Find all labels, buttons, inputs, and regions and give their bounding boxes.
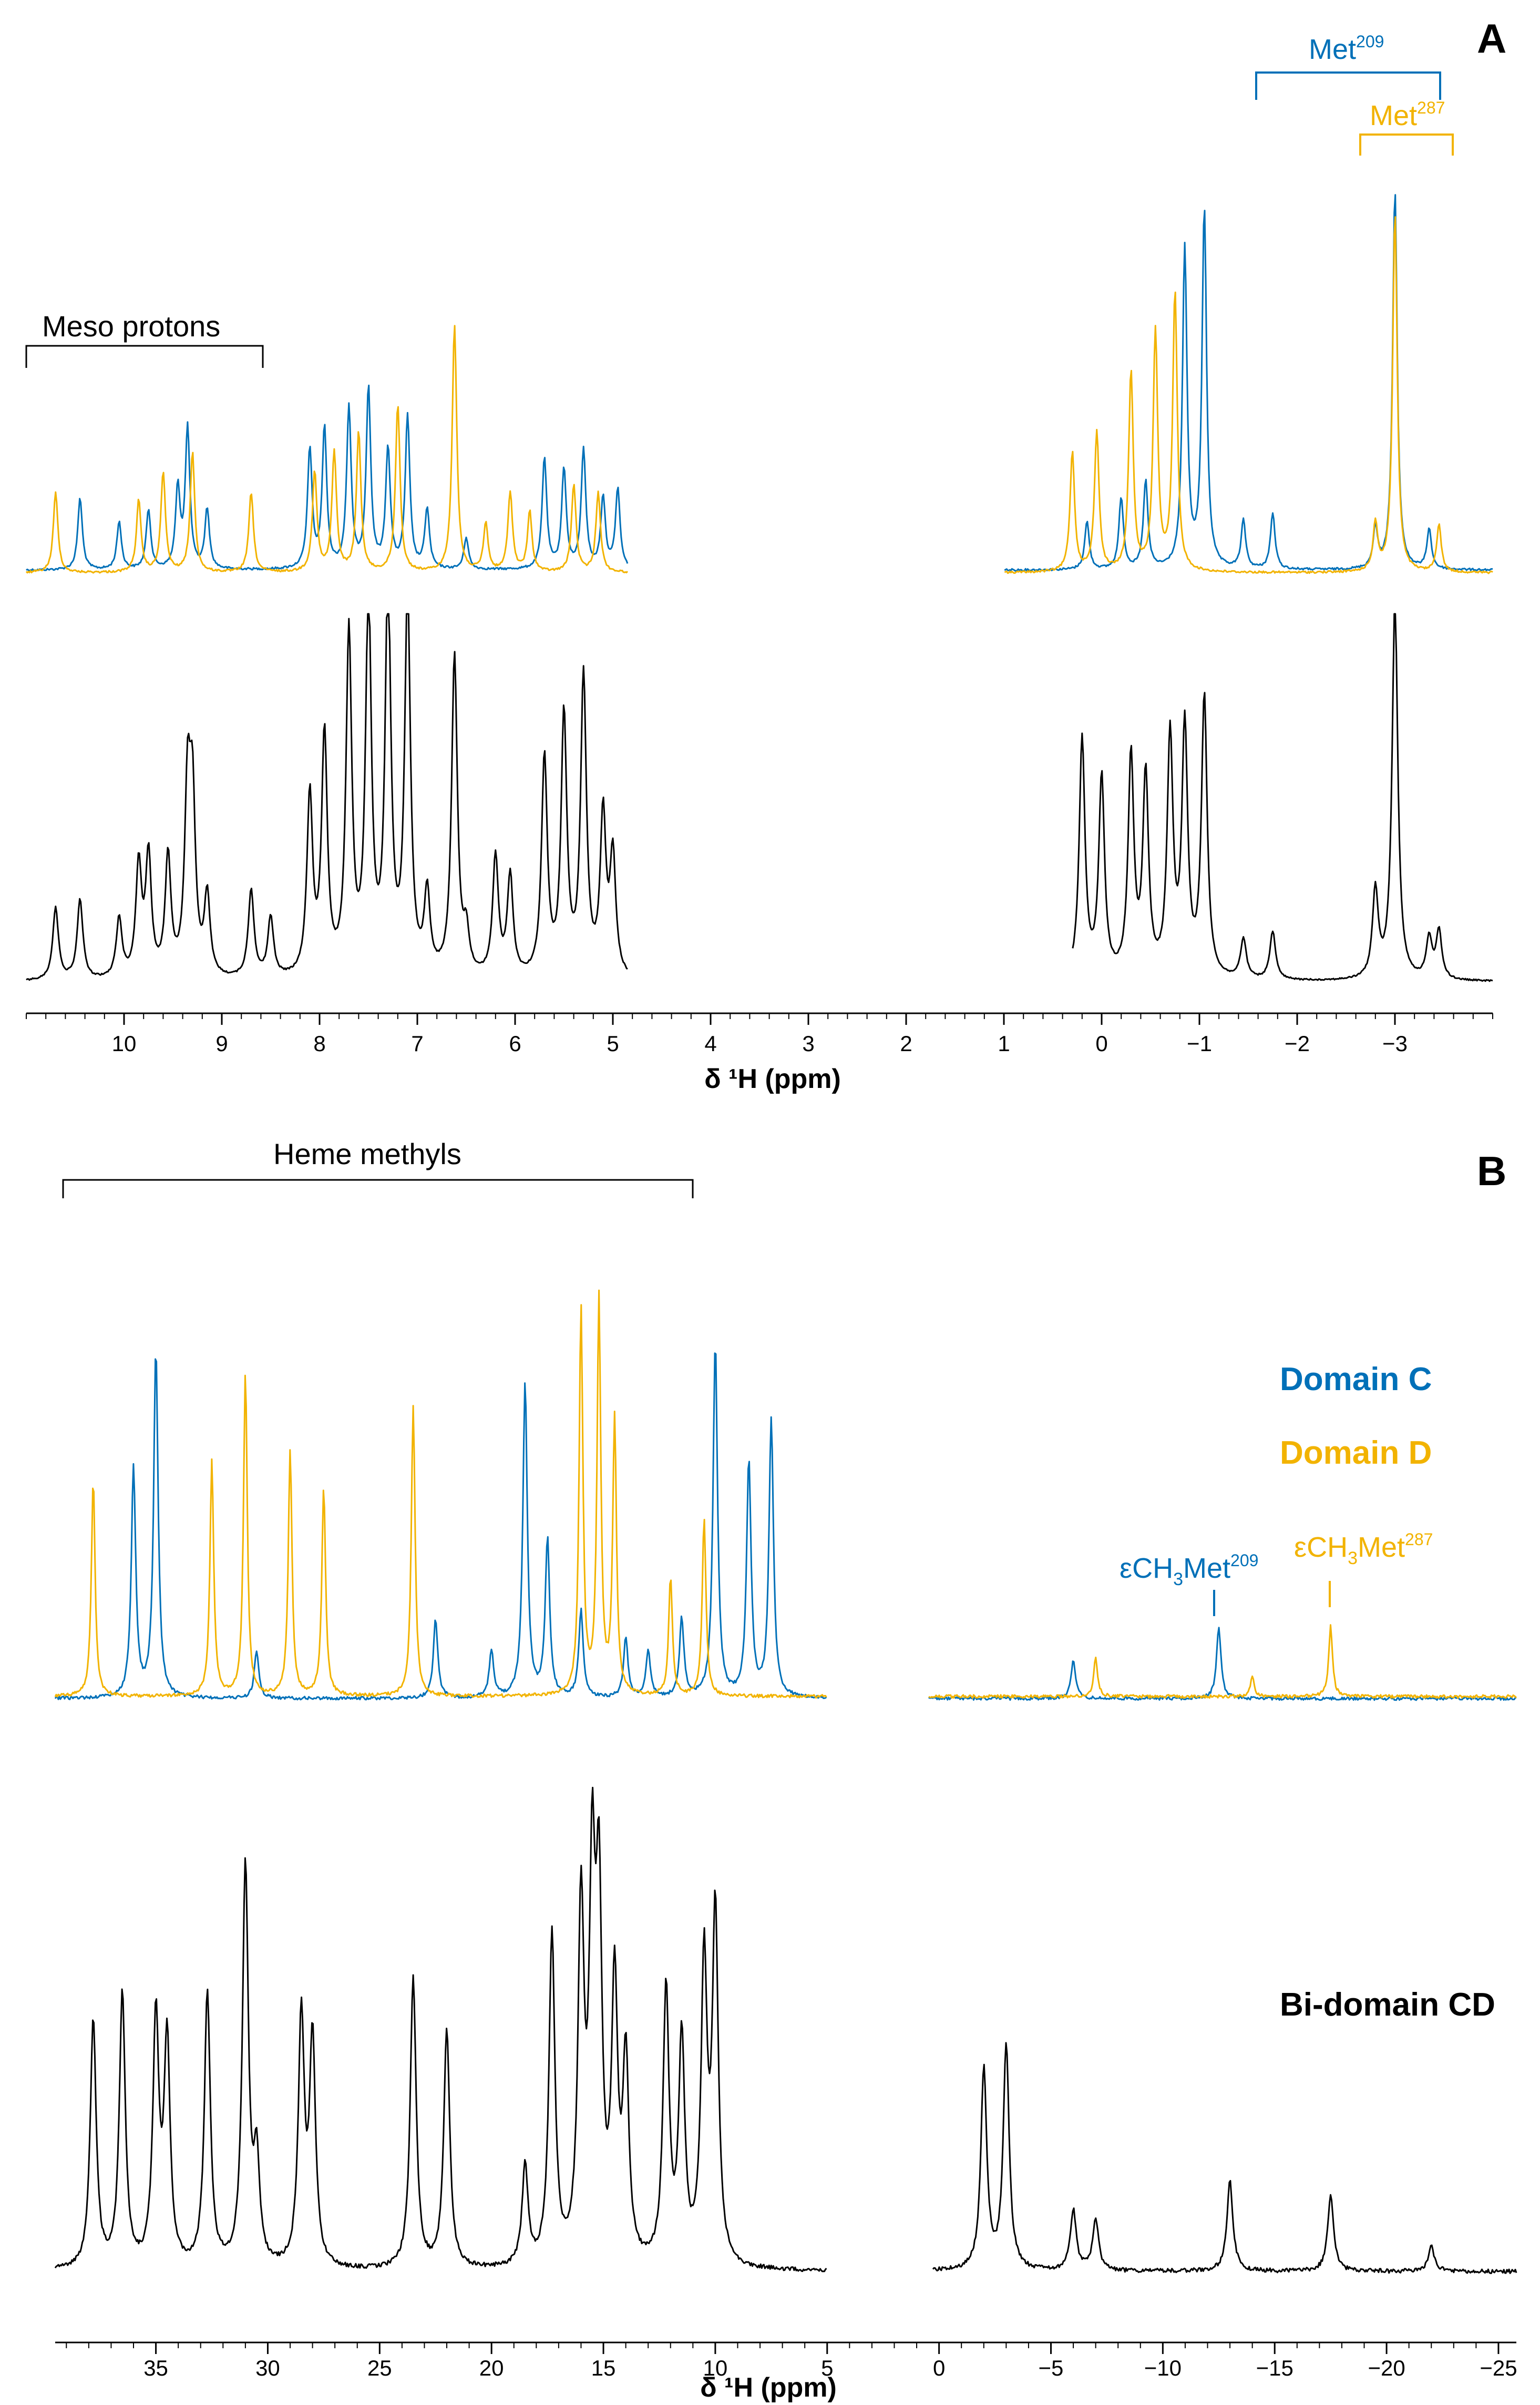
met287-annotation: Met287 [1359,98,1454,156]
x-tick-label: −1 [1187,1031,1212,1056]
met209-bracket [1255,71,1441,100]
x-tick-label: −25 [1480,2356,1517,2380]
ech3-met209-label: εCH3Met209 [1120,1551,1258,1589]
x-tick-label: 9 [215,1031,228,1056]
x-tick-label: −15 [1256,2356,1293,2380]
x-tick-label: 10 [112,1031,137,1056]
x-tick-label: 5 [821,2356,833,2380]
x-tick-label: 0 [933,2356,945,2380]
met287-bracket [1359,133,1454,156]
met287-label: Met287 [1370,98,1445,131]
x-tick-label: 30 [255,2356,280,2380]
legend-domain-c: Domain C [1280,1361,1432,1397]
x-tick-label: 6 [509,1031,521,1056]
panel-b-xlabel: δ ¹H (ppm) [700,2372,837,2403]
x-tick-label: 3 [802,1031,814,1056]
x-tick-label: 10 [703,2356,728,2380]
spectrum-domain-c [26,194,1493,572]
panel-b-x-axis: 35 30 25 20 15 10 5 0 −5 −10 −15 −20 −25 [55,2341,1517,2380]
legend-domain-d: Domain D [1280,1435,1432,1471]
panel-b-letter: B [1477,1148,1506,1194]
x-tick-label: −2 [1285,1031,1310,1056]
spectrum-domain-d [54,1289,1517,1699]
spectrum-domain-d [25,216,1493,574]
panel-a-spectra [25,194,1493,982]
x-tick-label: 5 [607,1031,619,1056]
panel-b: B Heme methyls Domain C Domain D Bi-doma… [54,1137,1517,2403]
ech3-met287-annotation: εCH3Met287 [1294,1530,1433,1607]
meso-bracket [25,345,264,368]
met209-label: Met209 [1309,32,1384,65]
spectrum-bi-domain-cd [26,613,1493,982]
x-tick-label: −5 [1039,2356,1064,2380]
x-tick-label: 1 [998,1031,1010,1056]
meso-protons-annotation: Meso protons [25,310,264,368]
x-tick-label: 2 [900,1031,912,1056]
spectrum-bi-domain-cd [54,1786,1517,2274]
heme-label: Heme methyls [273,1137,461,1170]
x-tick-label: 35 [143,2356,168,2380]
x-tick-label: −10 [1144,2356,1182,2380]
panel-a: A Meso protons Met209 Met287 10 9 8 7 6 5 4 3 2 1… [25,15,1506,1094]
heme-bracket [62,1179,694,1198]
ech3-met287-label: εCH3Met287 [1294,1530,1433,1568]
x-tick-label: 4 [704,1031,716,1056]
met209-annotation: Met209 [1255,32,1441,100]
spectrum-domain-c [54,1352,1517,1701]
panel-b-spectra [54,1289,1517,2274]
x-tick-label: 20 [479,2356,504,2380]
panel-a-letter: A [1477,15,1506,61]
x-tick-label: −20 [1368,2356,1405,2380]
x-tick-label: 0 [1095,1031,1107,1056]
panel-a-xlabel: δ ¹H (ppm) [704,1064,841,1094]
x-tick-label: 8 [313,1031,325,1056]
heme-methyls-annotation: Heme methyls [62,1137,694,1198]
x-tick-label: −3 [1382,1031,1408,1056]
x-tick-label: 15 [591,2356,616,2380]
x-tick-label: 7 [411,1031,423,1056]
ech3-met209-annotation: εCH3Met209 [1120,1551,1258,1616]
meso-label: Meso protons [42,310,220,343]
legend-bidomain-cd: Bi-domain CD [1280,1987,1495,2023]
x-tick-label: 25 [367,2356,392,2380]
panel-a-x-axis: 10 9 8 7 6 5 4 3 2 1 0 −1 −2 −3 [26,1012,1493,1056]
